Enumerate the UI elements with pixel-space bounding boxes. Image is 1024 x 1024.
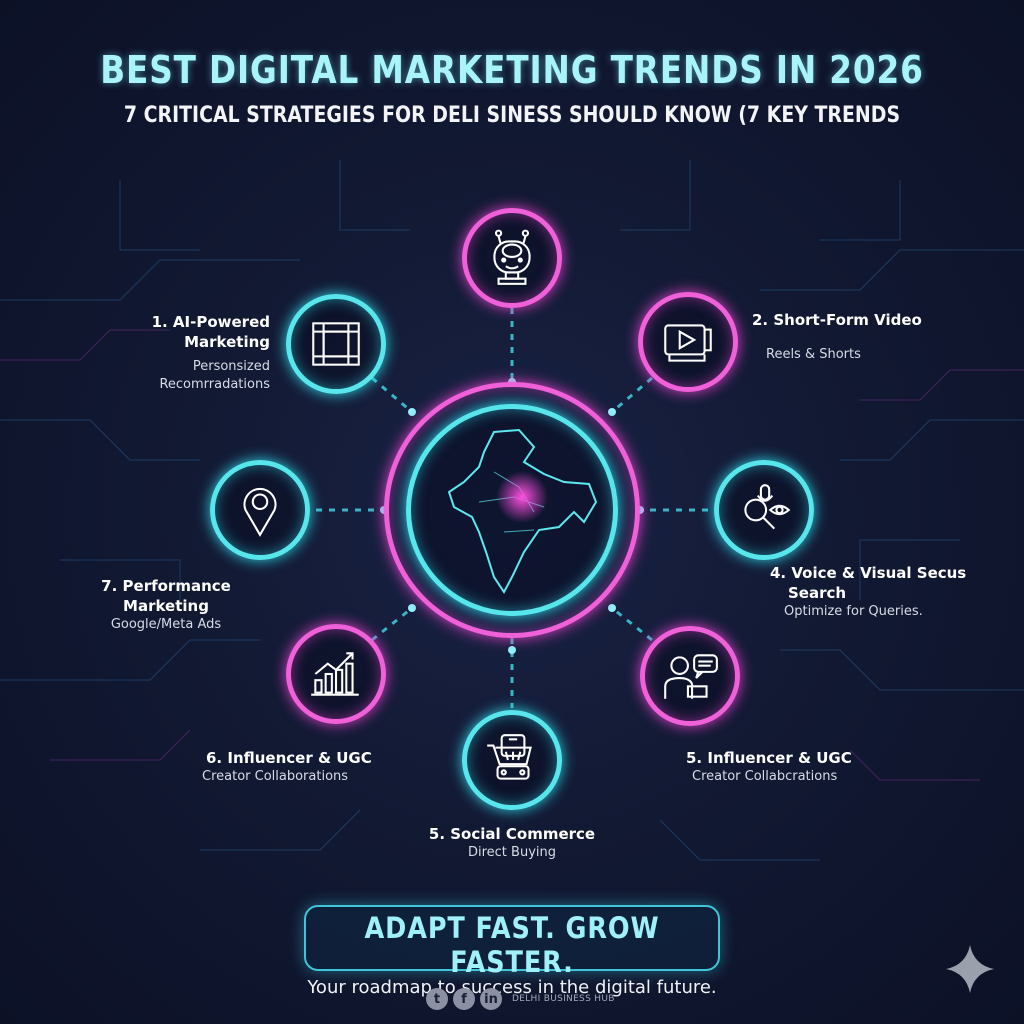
label-subtitle: Personsized [192,359,270,374]
footer: t f in DELHI BUSINESS HUB [426,988,615,1010]
label-title: 6. Influencer & UGC [206,749,372,767]
label-title: 5. Social Commerce [428,825,596,843]
label-short-form-video: 2. Short-Form Video Reels & Shorts [752,310,922,364]
india-map-icon [447,428,598,594]
cta-banner: ADAPT FAST. GROW FASTER. Your roadmap to… [304,905,720,998]
shopping-cart-phone-icon [487,734,532,780]
outer-pink-ring [384,382,640,638]
facebook-icon[interactable]: f [453,988,475,1010]
label-subtitle: Google/Meta Ads [110,617,222,632]
node-short-form-video[interactable] [638,292,738,392]
label-influencer-ugc-left: 6. Influencer & UGC Creator Collaboratio… [202,748,372,786]
node-ai-powered[interactable] [286,294,386,394]
label-title: 5. Influencer & UGC [686,749,852,767]
label-title: 4. Voice & Visual Secus [770,564,967,582]
cta-headline: ADAPT FAST. GROW FASTER. [364,911,660,979]
linkedin-icon[interactable]: in [480,988,502,1010]
label-subtitle: Creator Collabcrations [692,769,838,784]
label-voice-visual-search: 4. Voice & Visual Secus Search Optimize … [770,563,966,621]
page-title: BEST DIGITAL MARKETING TRENDS IN 2026 [100,48,924,92]
label-performance-marketing: 7. Performance Marketing Google/Meta Ads [96,576,236,634]
node-ai-robot[interactable] [462,208,562,308]
label-subtitle: Creator Collaborations [202,769,349,784]
sparkle-icon [946,945,994,993]
node-influencer-ugc-left[interactable] [286,624,386,724]
node-influencer-ugc-right[interactable] [640,626,740,726]
label-ai-powered: 1. AI-Powered Marketing Personsized Reco… [130,312,270,394]
cta-tagline: Your roadmap to success in the digital f… [307,977,717,998]
twitter-icon[interactable]: t [426,988,448,1010]
video-play-icon [664,324,712,362]
label-subtitle: Direct Buying [467,845,556,860]
location-pin-icon [243,487,277,537]
label-social-commerce: 5. Social Commerce Direct Buying [412,824,612,862]
label-title: Marketing [123,597,209,615]
node-voice-visual-search[interactable] [714,460,814,560]
node-performance-marketing[interactable] [210,460,310,560]
search-voice-eye-icon [744,484,791,530]
growth-chart-icon [311,652,359,696]
label-subtitle: Recomrradations [159,377,270,392]
label-subtitle: Optimize for Queries. [784,604,923,619]
label-title: Search [788,584,847,602]
label-title: 7. Performance [101,577,231,595]
ai-robot-brain-icon [493,229,531,285]
label-subtitle: Reels & Shorts [766,347,861,362]
label-title: 2. Short-Form Video [752,311,922,329]
center-map-hub [384,382,640,638]
brand-name: DELHI BUSINESS HUB [512,994,615,1004]
label-influencer-ugc-right: 5. Influencer & UGC Creator Collabcratio… [686,748,852,786]
person-chat-icon [664,654,718,699]
node-social-commerce[interactable] [462,710,562,810]
label-title: Marketing [184,333,270,351]
label-title: 1. AI-Powered [151,313,270,331]
film-strip-icon [312,322,360,366]
page-subtitle: 7 CRITICAL STRATEGIES FOR DELI SINESS SH… [123,103,901,128]
